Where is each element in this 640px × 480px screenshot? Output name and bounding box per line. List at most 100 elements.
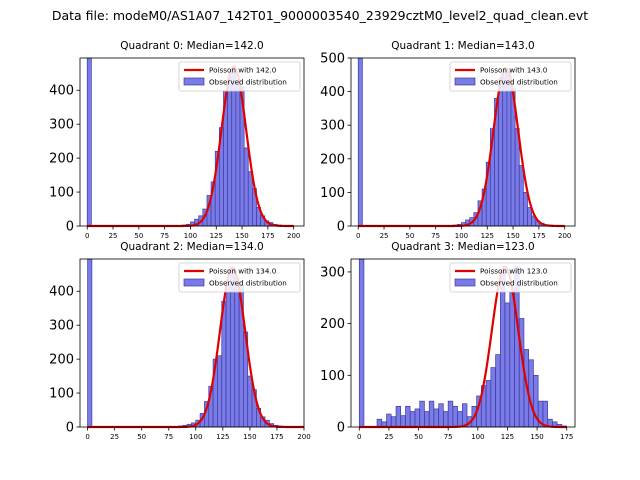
y-tick-label: 300 xyxy=(320,265,345,280)
histogram-bar xyxy=(490,367,496,428)
histogram-bar xyxy=(523,192,528,227)
x-tick-label: 200 xyxy=(558,232,571,240)
histogram-bar xyxy=(495,354,501,428)
x-tick-label: 125 xyxy=(481,232,494,240)
x-tick-label: 125 xyxy=(210,232,223,240)
x-tick-label: 150 xyxy=(530,433,543,441)
x-tick-label: 25 xyxy=(380,232,389,240)
histogram-bar xyxy=(86,57,92,227)
y-tick-label: 0 xyxy=(337,220,345,235)
legend: Poisson with 134.0 Observed distribution xyxy=(178,262,301,293)
y-tick-label: 300 xyxy=(49,118,74,133)
x-tick-label: 25 xyxy=(384,433,393,441)
x-tick-label: 125 xyxy=(501,433,514,441)
histogram-bar xyxy=(504,302,511,428)
histogram-bar xyxy=(225,284,231,428)
legend-poisson-label: Poisson with 143.0 xyxy=(480,66,548,75)
histogram-bar xyxy=(395,405,402,428)
histogram-bar xyxy=(514,128,520,227)
histogram-bar xyxy=(386,413,392,428)
histogram-bar xyxy=(499,271,506,428)
histogram-bar xyxy=(518,165,524,227)
histogram-bar xyxy=(438,403,444,428)
x-tick-label: 50 xyxy=(134,232,143,240)
y-tick-label: 200 xyxy=(320,152,345,167)
legend-poisson-label: Poisson with 123.0 xyxy=(480,267,548,276)
x-tick-label: 150 xyxy=(235,232,248,240)
x-tick-label: 200 xyxy=(287,232,300,240)
subplot-title: Quadrant 1: Median=143.0 xyxy=(391,40,534,52)
y-tick-label: 200 xyxy=(320,317,345,332)
y-tick-label: 200 xyxy=(49,152,74,167)
histogram-bar xyxy=(502,67,508,227)
histogram-bar xyxy=(234,277,240,428)
x-tick-label: 100 xyxy=(455,232,468,240)
subplot-quadrant-2: Quadrant 2: Median=134.0 0 25 50 75 100 125 150… xyxy=(49,241,311,441)
legend-frame xyxy=(449,61,572,92)
histogram-bars xyxy=(358,258,567,428)
histogram-bar xyxy=(528,359,534,428)
x-tick-label: 150 xyxy=(243,433,256,441)
histogram-bar xyxy=(452,405,458,428)
histogram-bar xyxy=(217,355,223,428)
y-tick-label: 0 xyxy=(66,421,74,436)
y-tick-label: 100 xyxy=(320,186,345,201)
histogram-bar xyxy=(227,76,233,227)
x-tick-label: 0 xyxy=(85,433,89,441)
legend-frame xyxy=(449,262,572,293)
legend-observed-swatch xyxy=(183,278,205,287)
histogram-bar xyxy=(358,258,365,428)
figure-title: Data file: modeM0/AS1A07_142T01_90000035… xyxy=(52,8,588,23)
histogram-bars xyxy=(357,57,566,227)
legend-frame xyxy=(178,262,301,293)
x-tick-label: 175 xyxy=(261,232,274,240)
histogram-bar xyxy=(357,57,363,227)
y-tick-label: 100 xyxy=(320,369,345,384)
histogram-bar xyxy=(433,408,439,428)
legend-observed-label: Observed distribution xyxy=(209,78,287,87)
subplot-title: Quadrant 2: Median=134.0 xyxy=(120,241,263,253)
x-tick-label: 175 xyxy=(560,433,573,441)
y-tick-label: 0 xyxy=(66,220,74,235)
legend-poisson-label: Poisson with 142.0 xyxy=(209,66,277,75)
y-tick-label: 100 xyxy=(49,387,74,402)
x-tick-label: 25 xyxy=(109,232,118,240)
histogram-bar xyxy=(424,411,430,428)
x-tick-label: 50 xyxy=(405,232,414,240)
x-tick-label: 175 xyxy=(270,433,283,441)
histogram-bar xyxy=(509,292,515,428)
subplot-quadrant-1: Quadrant 1: Median=143.0 0 25 50 75 100 125 150… xyxy=(320,40,576,240)
axes-frame xyxy=(350,57,576,227)
x-tick-label: 100 xyxy=(471,433,484,441)
x-tick-label: 25 xyxy=(110,433,119,441)
subplot-title: Quadrant 0: Median=142.0 xyxy=(120,40,263,52)
legend-observed-swatch xyxy=(454,77,476,86)
x-tick-label: 50 xyxy=(137,433,146,441)
histogram-bar xyxy=(243,147,249,227)
histogram-bar xyxy=(447,400,454,428)
histogram-bar xyxy=(428,400,435,428)
axes-frame xyxy=(350,258,576,428)
x-tick-label: 75 xyxy=(160,232,169,240)
y-tick-label: 300 xyxy=(49,319,74,334)
x-tick-label: 150 xyxy=(506,232,519,240)
y-tick-label: 100 xyxy=(49,186,74,201)
x-tick-label: 50 xyxy=(414,433,423,441)
x-tick-label: 75 xyxy=(444,433,453,441)
y-tick-label: 400 xyxy=(49,285,74,300)
x-tick-label: 75 xyxy=(164,433,173,441)
histogram-bar xyxy=(235,79,241,227)
histogram-bar xyxy=(247,375,253,428)
histogram-bar xyxy=(247,171,253,227)
histogram-bar xyxy=(409,411,416,428)
x-tick-label: 0 xyxy=(357,433,361,441)
legend-observed-label: Observed distribution xyxy=(209,279,287,288)
legend: Poisson with 143.0 Observed distribution xyxy=(449,61,572,92)
subplot-quadrant-3: Quadrant 3: Median=123.0 0 25 50 75 100 125 150… xyxy=(320,241,576,441)
subplot-quadrant-0: Quadrant 0: Median=142.0 0 25 50 75 100 125 150… xyxy=(49,40,305,240)
x-tick-label: 75 xyxy=(431,232,440,240)
legend-frame xyxy=(178,61,301,92)
histogram-bar xyxy=(498,77,504,227)
histogram-bar xyxy=(506,71,512,227)
x-tick-label: 0 xyxy=(356,232,360,240)
